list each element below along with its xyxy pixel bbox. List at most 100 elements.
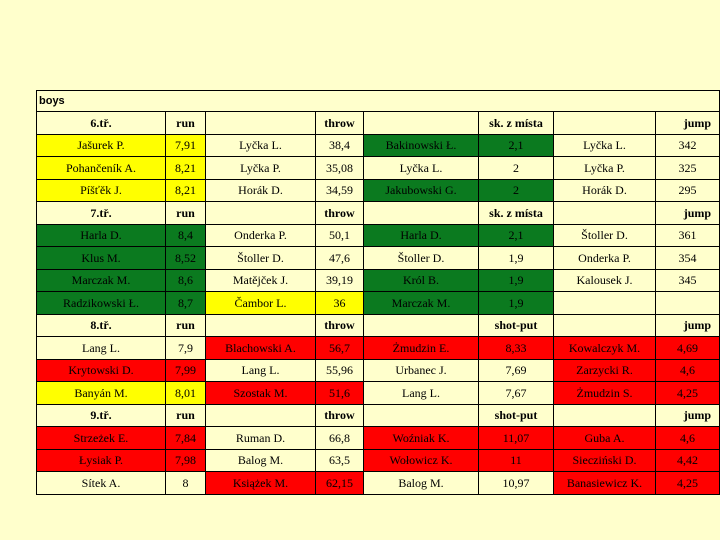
table-cell: Guba A. xyxy=(553,426,656,450)
table-cell: Matějček J. xyxy=(205,268,316,292)
header-cell xyxy=(205,201,316,225)
table-cell: Lyčka L. xyxy=(553,133,656,157)
table-cell: 11,07 xyxy=(478,426,554,450)
table-cell: Lyčka P. xyxy=(553,156,656,180)
table-row: Jašurek P. 7,91 Lyčka L. 38,4 Bakinowski Ł. 2… xyxy=(36,133,720,157)
header-cell: shot-put xyxy=(478,313,554,337)
table-cell: 354 xyxy=(654,246,720,270)
header-cell: run xyxy=(165,403,206,427)
table-cell: Bakinowski Ł. xyxy=(363,133,479,157)
table-cell: 8,52 xyxy=(165,246,206,270)
header-cell: throw xyxy=(315,403,364,427)
table-cell: 4,6 xyxy=(654,426,720,450)
table-row: Pohančeník A. 8,21 Lyčka P. 35,08 Lyčka L. 2 L… xyxy=(36,156,720,180)
table-row: Klus M. 8,52 Štoller D. 47,6 Štoller D. 1,9 On… xyxy=(36,246,720,270)
table-cell: Marczak M. xyxy=(36,268,166,292)
table-cell: Pohančeník A. xyxy=(36,156,166,180)
table-cell: Štoller D. xyxy=(553,223,656,247)
header-cell: sk. z místa xyxy=(478,111,554,135)
table-cell: 66,8 xyxy=(315,426,364,450)
table-cell: 7,98 xyxy=(165,448,206,472)
table-cell: 8,01 xyxy=(165,381,206,405)
table-row: Radzikowski Ł. 8,7 Čambor L. 36 Marczak M. 1,… xyxy=(36,291,720,315)
header-cell xyxy=(363,313,479,337)
table-cell: 8,6 xyxy=(165,268,206,292)
title-row: boys xyxy=(35,90,720,112)
table-cell: 50,1 xyxy=(315,223,364,247)
header-cell xyxy=(553,313,656,337)
table-cell: 325 xyxy=(654,156,720,180)
table-cell: Książek M. xyxy=(205,471,316,495)
header-cell: throw xyxy=(315,201,364,225)
header-cell: jump xyxy=(654,201,720,225)
table-cell: Zarzycki R. xyxy=(553,358,656,382)
header-cell xyxy=(363,201,479,225)
table-cell: Jakubowski G. xyxy=(363,178,479,202)
table-cell: 8,21 xyxy=(165,178,206,202)
table-cell: Balog M. xyxy=(205,448,316,472)
header-cell: 7.tř. xyxy=(36,201,166,225)
grade-header-row: 8.tř. run throw shot-put jump xyxy=(36,313,720,337)
table-cell: Król B. xyxy=(363,268,479,292)
table-cell: Horák D. xyxy=(553,178,656,202)
table-cell: Łysiak P. xyxy=(36,448,166,472)
table-cell: 4,6 xyxy=(654,358,720,382)
table-cell: Banyán M. xyxy=(36,381,166,405)
table-cell: 2 xyxy=(478,178,554,202)
table-cell: Štoller D. xyxy=(205,246,316,270)
header-cell xyxy=(363,111,479,135)
table-cell: 1,9 xyxy=(478,268,554,292)
table-cell: Klus M. xyxy=(36,246,166,270)
header-cell: throw xyxy=(315,313,364,337)
table-cell: 11 xyxy=(478,448,554,472)
table-cell: 1,9 xyxy=(478,246,554,270)
results-table: boys 6.tř. run throw sk. z místa jump Jašurek… xyxy=(35,90,720,495)
table-title: boys xyxy=(35,90,720,112)
table-cell xyxy=(553,291,656,315)
table-row: Krytowski D. 7,99 Lang L. 55,96 Urbanec J. 7,… xyxy=(36,358,720,382)
table-cell: Balog M. xyxy=(363,471,479,495)
table-cell: Kalousek J. xyxy=(553,268,656,292)
table-cell: Banasiewicz K. xyxy=(553,471,656,495)
header-cell xyxy=(553,111,656,135)
table-cell: 295 xyxy=(654,178,720,202)
table-cell: Štoller D. xyxy=(363,246,479,270)
grade-header-row: 9.tř. run throw shot-put jump xyxy=(36,403,720,427)
header-cell: run xyxy=(165,201,206,225)
table-cell: Lyčka P. xyxy=(205,156,316,180)
header-cell xyxy=(553,201,656,225)
table-cell: 7,84 xyxy=(165,426,206,450)
table-cell: Woźniak K. xyxy=(363,426,479,450)
grade-header-row: 6.tř. run throw sk. z místa jump xyxy=(36,111,720,135)
table-cell: 8,33 xyxy=(478,336,554,360)
table-cell: 56,7 xyxy=(315,336,364,360)
table-cell: 8,7 xyxy=(165,291,206,315)
table-row: Łysiak P. 7,98 Balog M. 63,5 Wołowicz K. 11 Si… xyxy=(36,448,720,472)
table-cell: 7,9 xyxy=(165,336,206,360)
table-cell: Jašurek P. xyxy=(36,133,166,157)
table-row: Banyán M. 8,01 Szostak M. 51,6 Lang L. 7,67 Żm… xyxy=(36,381,720,405)
header-cell: jump xyxy=(654,111,720,135)
table-row: Marczak M. 8,6 Matějček J. 39,19 Król B. 1,9 K… xyxy=(36,268,720,292)
header-cell: sk. z místa xyxy=(478,201,554,225)
table-cell: 10,97 xyxy=(478,471,554,495)
table-cell: Strzeżek E. xyxy=(36,426,166,450)
table-cell: Čambor L. xyxy=(205,291,316,315)
table-cell: 4,25 xyxy=(654,471,720,495)
header-cell: jump xyxy=(654,403,720,427)
table-cell: 7,91 xyxy=(165,133,206,157)
table-cell: 4,69 xyxy=(654,336,720,360)
table-cell: 7,99 xyxy=(165,358,206,382)
table-cell: 2 xyxy=(478,156,554,180)
table-cell: Siecziński D. xyxy=(553,448,656,472)
table-cell: 2,1 xyxy=(478,133,554,157)
table-cell: 55,96 xyxy=(315,358,364,382)
header-cell xyxy=(205,403,316,427)
table-cell: 4,42 xyxy=(654,448,720,472)
table-cell: 7,69 xyxy=(478,358,554,382)
header-cell: 9.tř. xyxy=(36,403,166,427)
table-cell: Onderka P. xyxy=(205,223,316,247)
table-cell: Radzikowski Ł. xyxy=(36,291,166,315)
table-cell: Lang L. xyxy=(36,336,166,360)
header-cell xyxy=(205,111,316,135)
